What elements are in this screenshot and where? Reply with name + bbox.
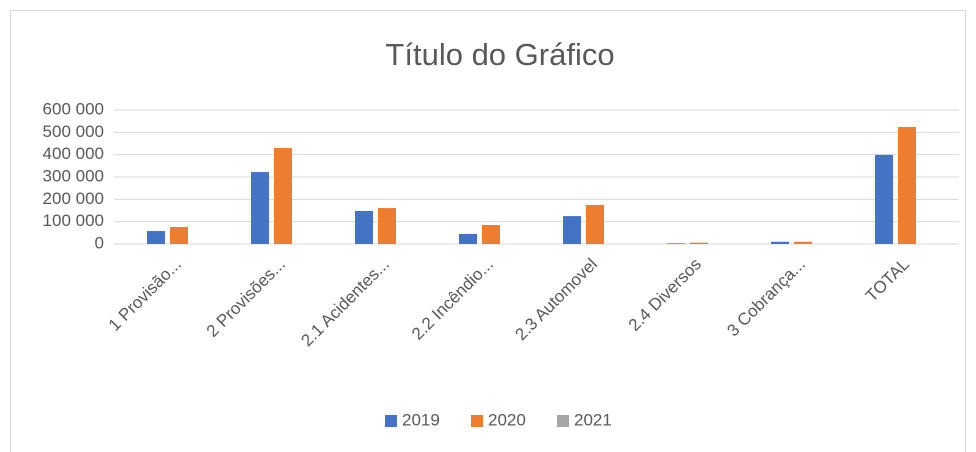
legend-label: 2021 — [574, 410, 612, 429]
y-tick-label: 600 000 — [43, 99, 104, 118]
y-tick-label: 100 000 — [43, 211, 104, 230]
legend-swatch — [557, 415, 569, 427]
bar — [378, 208, 396, 244]
y-tick-label: 300 000 — [43, 166, 104, 185]
bar — [251, 172, 269, 244]
chart-title: Título do Gráfico — [385, 37, 614, 72]
bar — [794, 241, 812, 244]
bar — [482, 225, 500, 244]
bar — [170, 227, 188, 244]
bar — [147, 231, 165, 244]
bar — [771, 241, 789, 244]
y-tick-label: 0 — [95, 233, 104, 252]
bar — [459, 233, 477, 244]
y-tick-label: 500 000 — [43, 122, 104, 141]
legend-label: 2019 — [402, 410, 440, 429]
bar — [586, 204, 604, 244]
bar — [667, 243, 685, 244]
legend-label: 2020 — [488, 410, 526, 429]
legend-swatch — [471, 415, 483, 427]
bar — [690, 242, 708, 244]
bar — [875, 154, 893, 244]
bar — [898, 126, 916, 244]
y-tick-label: 400 000 — [43, 144, 104, 163]
legend-swatch — [385, 415, 397, 427]
bar — [355, 210, 373, 244]
bar — [563, 216, 581, 244]
y-tick-label: 200 000 — [43, 189, 104, 208]
bar — [274, 147, 292, 244]
